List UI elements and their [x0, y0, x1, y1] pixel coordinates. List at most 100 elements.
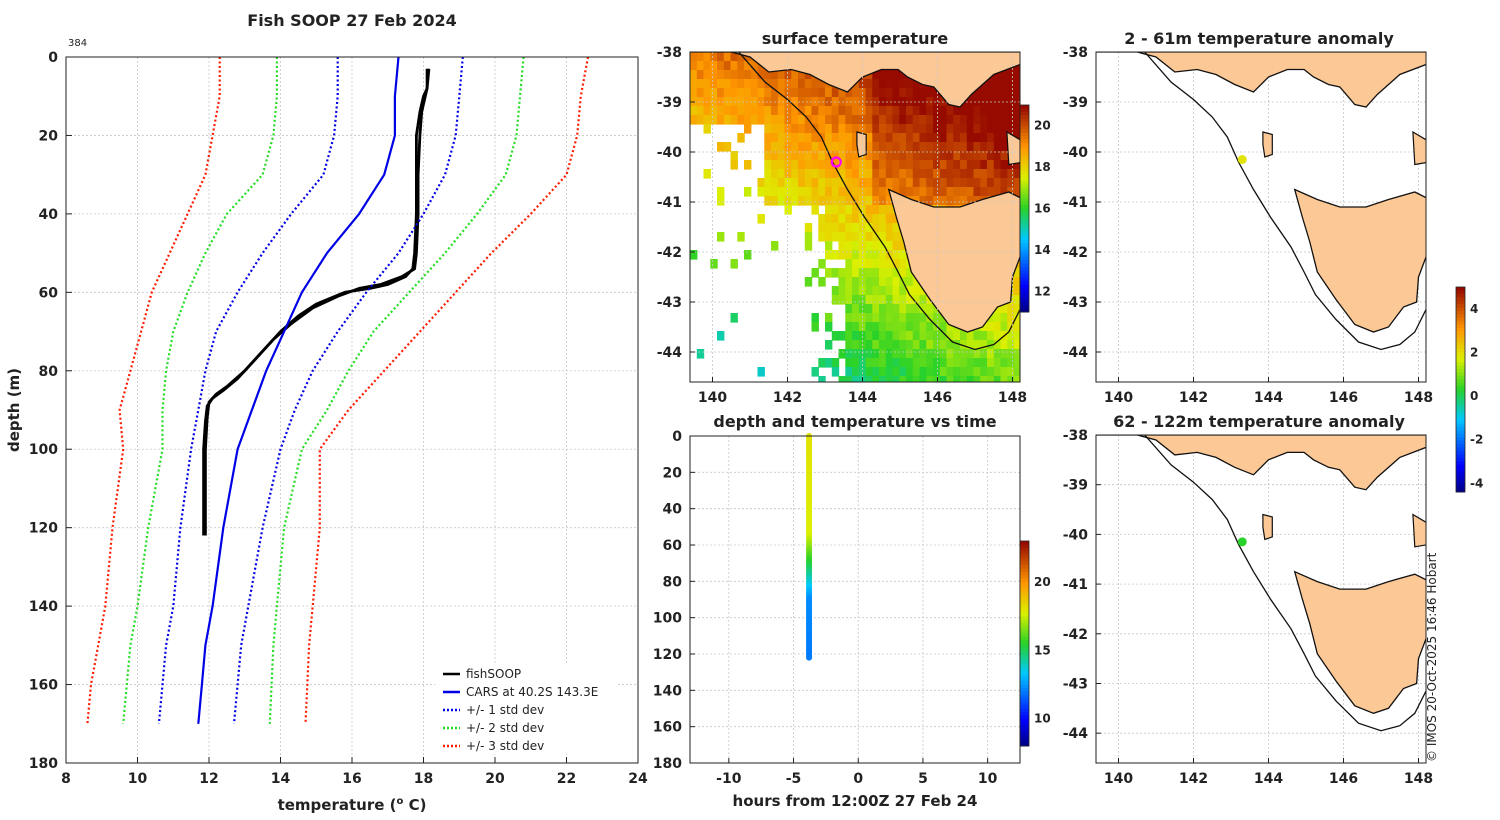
sst-cell [885, 169, 894, 179]
sst-cell [825, 322, 833, 332]
sst-cell [872, 151, 880, 161]
sst-cell [1000, 169, 1008, 179]
sst-cell [872, 124, 880, 134]
sst-cell [892, 187, 900, 197]
time-y-ticks: 0 20 40 60 80 100 120 140 160 180 [653, 429, 695, 772]
sst-cell [1014, 313, 1020, 323]
sst-cell [744, 79, 752, 89]
sst-cell [845, 124, 853, 134]
anomaly-colorbar-segment [1456, 468, 1465, 472]
anomaly-colorbar-segment [1456, 386, 1465, 390]
sst-cell [838, 376, 846, 382]
sst-cell [838, 241, 846, 251]
sst-cell [946, 124, 954, 134]
map-x-tick-label: 142 [1179, 390, 1208, 406]
sst-cell [872, 241, 880, 251]
sst-cell [933, 349, 941, 359]
sst-cell [980, 322, 988, 332]
sst-cell [926, 349, 934, 359]
map-y-tick-label: -40 [1063, 145, 1089, 161]
sst-colorbar-segment [1020, 291, 1029, 296]
sst-cell [764, 187, 772, 197]
time-colorbar-segment [1020, 660, 1029, 665]
sst-cell [885, 286, 894, 296]
sst-cell [973, 160, 981, 170]
sst-cell [993, 313, 1002, 323]
sst-cell [838, 232, 846, 242]
map-y-tick-label: -41 [1063, 195, 1088, 211]
sst-cell [717, 61, 725, 71]
sst-cell [845, 223, 853, 233]
sst-cell [872, 223, 880, 233]
sst-cell [845, 349, 853, 359]
time-colorbar-segment [1020, 585, 1029, 590]
anomaly-colorbar-segment [1456, 369, 1465, 373]
time-colorbar-segment [1020, 657, 1029, 662]
sst-cell [845, 340, 853, 350]
sst-cell [852, 349, 860, 359]
mainland-australia [1096, 52, 1426, 108]
sst-cell [993, 331, 1002, 341]
sst-cell [771, 88, 779, 98]
sst-cell [906, 340, 914, 350]
sst-cell [811, 367, 819, 377]
map-y-tick-label: -40 [657, 145, 683, 161]
sst-cell [811, 313, 819, 323]
anomaly-colorbar-segment [1456, 474, 1465, 479]
sst-cell [690, 70, 698, 80]
sst-cell [872, 187, 880, 197]
sst-cell [838, 286, 846, 296]
anom1-panel: 2 - 61m temperature anomaly 140 142 144 146… [1063, 29, 1433, 406]
sst-cell [845, 160, 853, 170]
sst-cell [845, 214, 853, 224]
time-colorbar-segment [1020, 588, 1029, 593]
sst-cell [973, 349, 981, 359]
profile-y-tick-label: 80 [39, 364, 59, 380]
sst-cell [933, 151, 941, 161]
anomaly-colorbar-frame [1455, 286, 1466, 493]
sst-cell [730, 259, 738, 269]
sst-cell [872, 196, 880, 206]
profile-y-tick-label: 140 [29, 599, 58, 615]
sst-cell [885, 178, 894, 188]
sst-cell [1014, 106, 1020, 116]
sst-cell [1007, 160, 1015, 170]
time-colorbar-segment [1020, 650, 1029, 655]
sst-cell [933, 196, 941, 206]
map-x-tick-label: 146 [1329, 771, 1358, 787]
sst-cell [804, 160, 813, 170]
sst-cell [737, 133, 745, 143]
sst-cell [791, 142, 799, 152]
sst-cell [804, 70, 813, 80]
sst-cell [798, 124, 806, 134]
sst-cell [885, 367, 894, 377]
sst-cell [980, 178, 988, 188]
sst-cell [953, 142, 961, 152]
sst-cell [892, 331, 900, 341]
anomaly-colorbar-segment [1456, 451, 1465, 455]
sst-cell [953, 106, 961, 116]
anomaly-colorbar-segment [1456, 433, 1465, 438]
sst-cell [838, 349, 846, 359]
sst-cell [980, 340, 988, 350]
time-colorbar-segment [1020, 728, 1029, 733]
sst-cell [906, 376, 914, 382]
anomaly-colorbar-segment [1456, 331, 1465, 336]
profile-legend: fishSOOP CARS at 40.2S 143.3E +/- 1 std … [435, 663, 617, 755]
sst-cell [960, 151, 968, 161]
sst-cell [933, 124, 941, 134]
sst-cell [791, 196, 799, 206]
sst-cell [757, 187, 765, 197]
sst-cell [919, 331, 927, 341]
sst-cell [804, 124, 813, 134]
time-colorbar-segment [1020, 592, 1029, 597]
sst-cell [771, 169, 779, 179]
sst-cell [892, 349, 900, 359]
sst-cell [865, 304, 873, 314]
sst-cell [879, 295, 887, 305]
sst-cell [885, 313, 894, 323]
sst-cell [919, 178, 927, 188]
sst-colorbar-segment [1020, 301, 1029, 306]
sst-cell [912, 142, 921, 152]
sst-cell [993, 178, 1002, 188]
